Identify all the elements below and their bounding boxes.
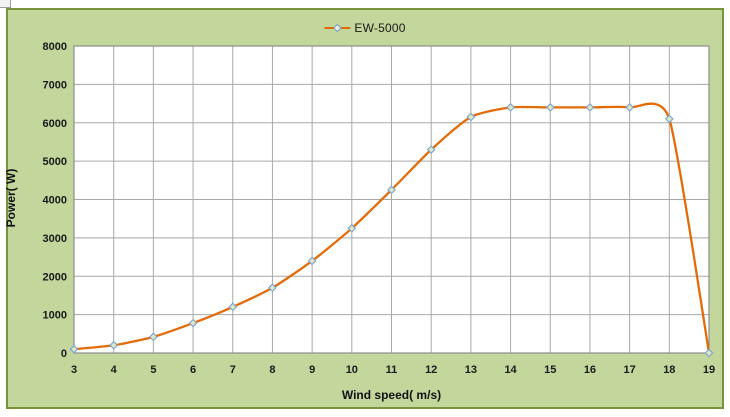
y-tick-label: 5000 — [43, 156, 67, 168]
x-tick-label: 12 — [425, 364, 437, 376]
x-tick-label: 15 — [544, 364, 556, 376]
y-tick-label: 4000 — [43, 195, 67, 207]
data-point-marker — [387, 185, 396, 195]
data-point-marker — [625, 103, 634, 112]
sheet-corner-artifact — [0, 0, 11, 8]
y-axis-title: Power( W) — [4, 168, 18, 228]
legend[interactable]: EW-5000 — [321, 20, 408, 36]
x-tick-label: 8 — [269, 364, 275, 376]
x-tick-label: 9 — [309, 364, 315, 376]
y-tick-label: 1000 — [43, 310, 67, 322]
y-tick-label: 3000 — [43, 233, 67, 245]
data-point-marker — [347, 223, 357, 233]
data-point-marker — [188, 318, 198, 328]
data-point-marker — [426, 145, 436, 154]
y-tick-label: 0 — [61, 348, 67, 360]
x-tick-label: 18 — [663, 364, 675, 376]
legend-line-marker-icon — [324, 23, 351, 33]
data-point-marker — [664, 114, 674, 124]
x-tick-label: 3 — [71, 364, 77, 376]
y-tick-label: 8000 — [43, 41, 67, 53]
x-tick-label: 16 — [584, 364, 596, 376]
data-point-marker — [585, 103, 595, 112]
y-tick-label: 2000 — [43, 271, 67, 283]
series-ew-5000[interactable] — [69, 102, 714, 358]
legend-series-label: EW-5000 — [354, 21, 406, 35]
data-point-marker — [466, 112, 476, 122]
x-axis-title: Wind speed( m/s) — [341, 388, 442, 402]
plot-border — [73, 45, 710, 354]
y-tick-label: 7000 — [43, 79, 67, 91]
axis-tick-labels: 0 1000 2000 3000 4000 5000 6000 7000 8000 3 4 5 6 7 8 9… — [43, 41, 716, 376]
x-tick-label: 14 — [504, 364, 517, 376]
data-point-marker — [228, 302, 238, 312]
x-tick-label: 17 — [624, 364, 636, 376]
x-tick-label: 11 — [386, 364, 398, 376]
x-tick-label: 4 — [111, 364, 118, 376]
data-point-marker — [545, 103, 555, 112]
series-markers — [69, 103, 714, 358]
data-point-marker — [109, 340, 119, 350]
data-point-marker — [268, 283, 277, 293]
x-tick-label: 7 — [230, 364, 236, 376]
data-point-marker — [149, 332, 158, 342]
data-point-marker — [69, 344, 79, 354]
x-tick-label: 13 — [465, 364, 477, 376]
data-point-marker — [704, 348, 714, 358]
x-tick-label: 19 — [703, 364, 715, 376]
x-tick-label: 5 — [150, 364, 156, 376]
data-point-marker — [506, 103, 515, 112]
y-tick-label: 6000 — [43, 118, 67, 130]
x-tick-label: 10 — [346, 364, 358, 376]
x-tick-label: 6 — [190, 364, 196, 376]
data-point-marker — [307, 256, 317, 266]
